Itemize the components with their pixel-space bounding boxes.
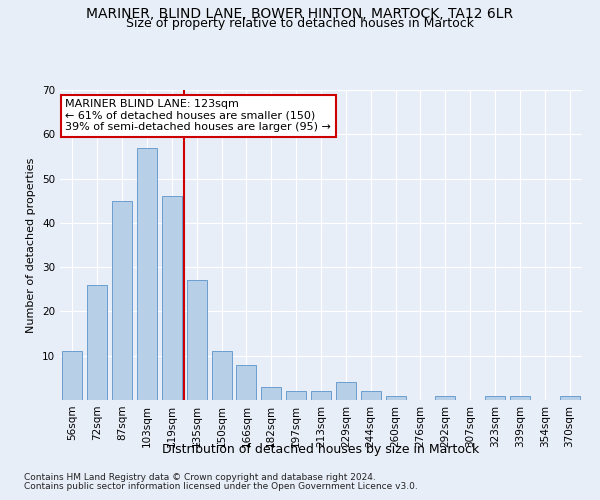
Bar: [311, 391, 331, 400]
Bar: [137, 148, 157, 400]
Bar: [112, 200, 132, 400]
Bar: [62, 352, 82, 400]
Text: Size of property relative to detached houses in Martock: Size of property relative to detached ho…: [126, 18, 474, 30]
Bar: [262, 386, 281, 400]
Bar: [286, 391, 306, 400]
Bar: [212, 352, 232, 400]
Text: Contains HM Land Registry data © Crown copyright and database right 2024.: Contains HM Land Registry data © Crown c…: [24, 472, 376, 482]
Text: Contains public sector information licensed under the Open Government Licence v3: Contains public sector information licen…: [24, 482, 418, 491]
Text: MARINER, BLIND LANE, BOWER HINTON, MARTOCK, TA12 6LR: MARINER, BLIND LANE, BOWER HINTON, MARTO…: [86, 8, 514, 22]
Y-axis label: Number of detached properties: Number of detached properties: [26, 158, 37, 332]
Bar: [386, 396, 406, 400]
Bar: [485, 396, 505, 400]
Bar: [162, 196, 182, 400]
Bar: [236, 364, 256, 400]
Bar: [88, 285, 107, 400]
Bar: [510, 396, 530, 400]
Bar: [560, 396, 580, 400]
Bar: [361, 391, 380, 400]
Text: Distribution of detached houses by size in Martock: Distribution of detached houses by size …: [163, 442, 479, 456]
Bar: [436, 396, 455, 400]
Bar: [187, 280, 206, 400]
Text: MARINER BLIND LANE: 123sqm
← 61% of detached houses are smaller (150)
39% of sem: MARINER BLIND LANE: 123sqm ← 61% of deta…: [65, 100, 331, 132]
Bar: [336, 382, 356, 400]
